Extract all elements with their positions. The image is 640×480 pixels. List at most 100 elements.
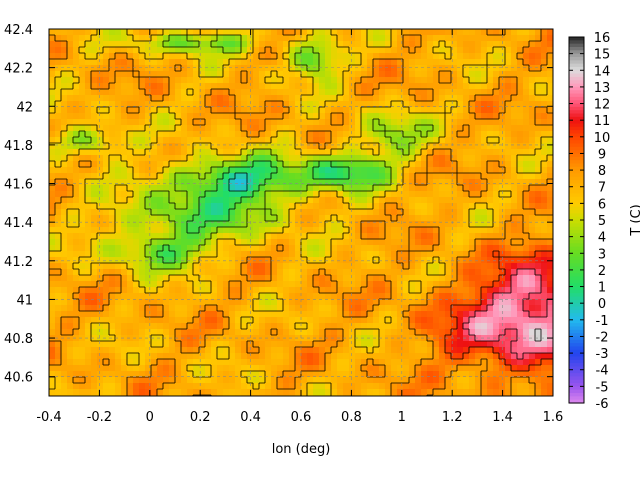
heatmap-cell xyxy=(271,359,278,366)
heatmap-cell xyxy=(85,149,92,156)
heatmap-cell xyxy=(505,287,512,294)
heatmap-cell xyxy=(385,239,392,246)
heatmap-cell xyxy=(541,335,548,342)
heatmap-cell xyxy=(295,47,302,54)
heatmap-cell xyxy=(145,245,152,252)
heatmap-cell xyxy=(49,293,56,300)
heatmap-cell xyxy=(73,185,80,192)
heatmap-cell xyxy=(535,311,542,318)
heatmap-cell xyxy=(133,341,140,348)
heatmap-cell xyxy=(385,185,392,192)
heatmap-cell xyxy=(181,263,188,270)
heatmap-cell xyxy=(541,371,548,378)
heatmap-cell xyxy=(457,41,464,48)
heatmap-cell xyxy=(121,341,128,348)
heatmap-cell xyxy=(451,209,458,216)
heatmap-cell xyxy=(163,227,170,234)
heatmap-cell xyxy=(187,335,194,342)
heatmap-cell xyxy=(133,173,140,180)
heatmap-cell xyxy=(373,35,380,42)
heatmap-cell xyxy=(379,131,386,138)
heatmap-cell xyxy=(331,101,338,108)
heatmap-cell xyxy=(133,335,140,342)
heatmap-cell xyxy=(385,203,392,210)
heatmap-cell xyxy=(409,311,416,318)
heatmap-cell xyxy=(211,131,218,138)
heatmap-cell xyxy=(283,53,290,60)
heatmap-cell xyxy=(217,251,224,258)
heatmap-cell xyxy=(97,353,104,360)
heatmap-cell xyxy=(313,335,320,342)
heatmap-cell xyxy=(427,293,434,300)
heatmap-cell xyxy=(349,329,356,336)
heatmap-cell xyxy=(361,119,368,126)
heatmap-cell xyxy=(445,65,452,72)
heatmap-cell xyxy=(247,149,254,156)
heatmap-cell xyxy=(157,269,164,276)
heatmap-cell xyxy=(301,35,308,42)
heatmap-cell xyxy=(505,29,512,36)
heatmap-cell xyxy=(487,353,494,360)
heatmap-cell xyxy=(169,101,176,108)
heatmap-cell xyxy=(241,161,248,168)
heatmap-cell xyxy=(247,263,254,270)
heatmap-cell xyxy=(127,71,134,78)
heatmap-cell xyxy=(529,185,536,192)
heatmap-cell xyxy=(439,221,446,228)
heatmap-cell xyxy=(523,35,530,42)
heatmap-cell xyxy=(331,173,338,180)
heatmap-cell xyxy=(487,281,494,288)
heatmap-cell xyxy=(85,293,92,300)
heatmap-cell xyxy=(475,155,482,162)
heatmap-cell xyxy=(175,263,182,270)
heatmap-cell xyxy=(133,275,140,282)
heatmap-cell xyxy=(127,275,134,282)
heatmap-cell xyxy=(457,131,464,138)
heatmap-cell xyxy=(295,359,302,366)
heatmap-cell xyxy=(217,263,224,270)
heatmap-cell xyxy=(433,119,440,126)
heatmap-cell xyxy=(331,317,338,324)
heatmap-cell xyxy=(97,41,104,48)
heatmap-cell xyxy=(115,179,122,186)
heatmap-cell xyxy=(79,179,86,186)
heatmap-cell xyxy=(343,371,350,378)
heatmap-cell xyxy=(361,359,368,366)
heatmap-cell xyxy=(481,173,488,180)
heatmap-cell xyxy=(439,377,446,384)
heatmap-cell xyxy=(409,221,416,228)
heatmap-cell xyxy=(367,173,374,180)
heatmap-cell xyxy=(493,197,500,204)
heatmap-cell xyxy=(139,269,146,276)
heatmap-cell xyxy=(235,89,242,96)
heatmap-cell xyxy=(109,167,116,174)
heatmap-cell xyxy=(337,155,344,162)
heatmap-cell xyxy=(277,35,284,42)
heatmap-cell xyxy=(487,335,494,342)
heatmap-cell xyxy=(337,365,344,372)
heatmap-cell xyxy=(217,167,224,174)
heatmap-cell xyxy=(211,377,218,384)
heatmap-cell xyxy=(313,293,320,300)
heatmap-cell xyxy=(463,119,470,126)
heatmap-cell xyxy=(445,317,452,324)
heatmap-cell xyxy=(523,149,530,156)
heatmap-cell xyxy=(439,125,446,132)
heatmap-cell xyxy=(127,365,134,372)
heatmap-cell xyxy=(199,269,206,276)
heatmap-cell xyxy=(499,107,506,114)
heatmap-cell xyxy=(463,239,470,246)
heatmap-cell xyxy=(541,197,548,204)
heatmap-cell xyxy=(205,161,212,168)
heatmap-cell xyxy=(211,143,218,150)
heatmap-cell xyxy=(67,239,74,246)
heatmap-cell xyxy=(271,371,278,378)
heatmap-cell xyxy=(229,221,236,228)
heatmap-cell xyxy=(133,287,140,294)
heatmap-cell xyxy=(163,263,170,270)
heatmap-cell xyxy=(403,209,410,216)
heatmap-cell xyxy=(397,269,404,276)
heatmap-cell xyxy=(259,263,266,270)
heatmap-cell xyxy=(121,107,128,114)
heatmap-cell xyxy=(103,227,110,234)
